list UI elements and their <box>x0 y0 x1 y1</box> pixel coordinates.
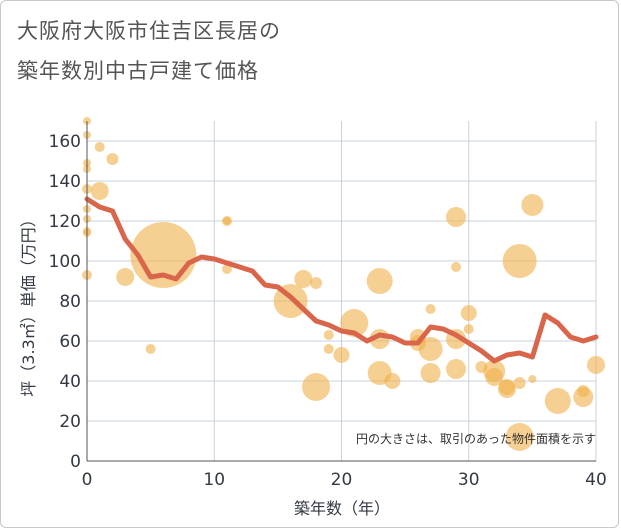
data-bubble <box>310 277 323 289</box>
data-bubble <box>460 305 477 321</box>
data-bubble <box>302 373 331 401</box>
y-tick-label: 60 <box>59 332 81 352</box>
bubble-size-note: 円の大きさは、取引のあった物件面積を示す <box>356 431 596 446</box>
data-bubble <box>384 373 401 389</box>
y-tick-label: 80 <box>59 292 81 312</box>
data-bubble <box>323 330 334 340</box>
data-bubble <box>463 324 474 334</box>
y-axis-label: 坪（3.3㎡）単価（万円） <box>19 211 38 396</box>
data-bubble <box>106 153 119 165</box>
data-bubble <box>497 380 516 398</box>
data-bubble <box>425 304 436 314</box>
y-tick-label: 140 <box>49 172 81 192</box>
data-bubble <box>505 423 534 451</box>
chart-title-line2: 築年数別中古戸建て価格 <box>17 59 259 83</box>
x-axis-label: 築年数（年） <box>294 499 390 518</box>
data-bubble <box>145 344 156 354</box>
data-bubble <box>573 387 594 407</box>
y-tick-label: 120 <box>49 212 81 232</box>
data-bubble <box>485 368 504 386</box>
data-bubble <box>222 217 231 225</box>
y-tick-label: 40 <box>59 372 81 392</box>
y-tick-label: 20 <box>59 412 81 432</box>
data-bubble <box>446 207 467 227</box>
data-bubble <box>502 244 537 278</box>
data-bubble <box>521 194 544 216</box>
y-tick-label: 100 <box>49 252 81 272</box>
x-tick-label: 10 <box>203 470 225 490</box>
x-tick-label: 20 <box>331 470 353 490</box>
data-bubble <box>333 347 350 363</box>
data-bubble <box>544 388 571 414</box>
data-bubble <box>446 359 467 379</box>
axes: 0 20 40 60 80 100 120 140 160 0 10 20 30 40 <box>49 121 607 490</box>
data-bubble <box>513 377 526 389</box>
average-price-line <box>84 196 599 364</box>
data-bubble <box>116 268 135 286</box>
x-tick-label: 40 <box>585 470 607 490</box>
data-bubble <box>420 363 441 383</box>
data-bubble <box>587 356 605 374</box>
y-tick-label: 160 <box>49 132 81 152</box>
data-bubble <box>94 142 105 152</box>
bubble-layer <box>82 117 605 451</box>
grid-lines <box>86 121 597 462</box>
data-bubble <box>90 182 109 200</box>
chart-title-line1: 大阪府大阪市住吉区長居の <box>17 19 281 43</box>
data-bubble <box>294 270 313 288</box>
y-tick-label: 0 <box>70 452 81 472</box>
data-bubble <box>366 268 393 294</box>
x-tick-label: 30 <box>458 470 480 490</box>
data-bubble <box>221 264 232 274</box>
data-bubble <box>323 344 334 354</box>
data-bubble <box>451 262 462 272</box>
data-bubble <box>528 375 537 383</box>
x-tick-label: 0 <box>82 470 93 490</box>
data-bubble <box>418 337 443 361</box>
